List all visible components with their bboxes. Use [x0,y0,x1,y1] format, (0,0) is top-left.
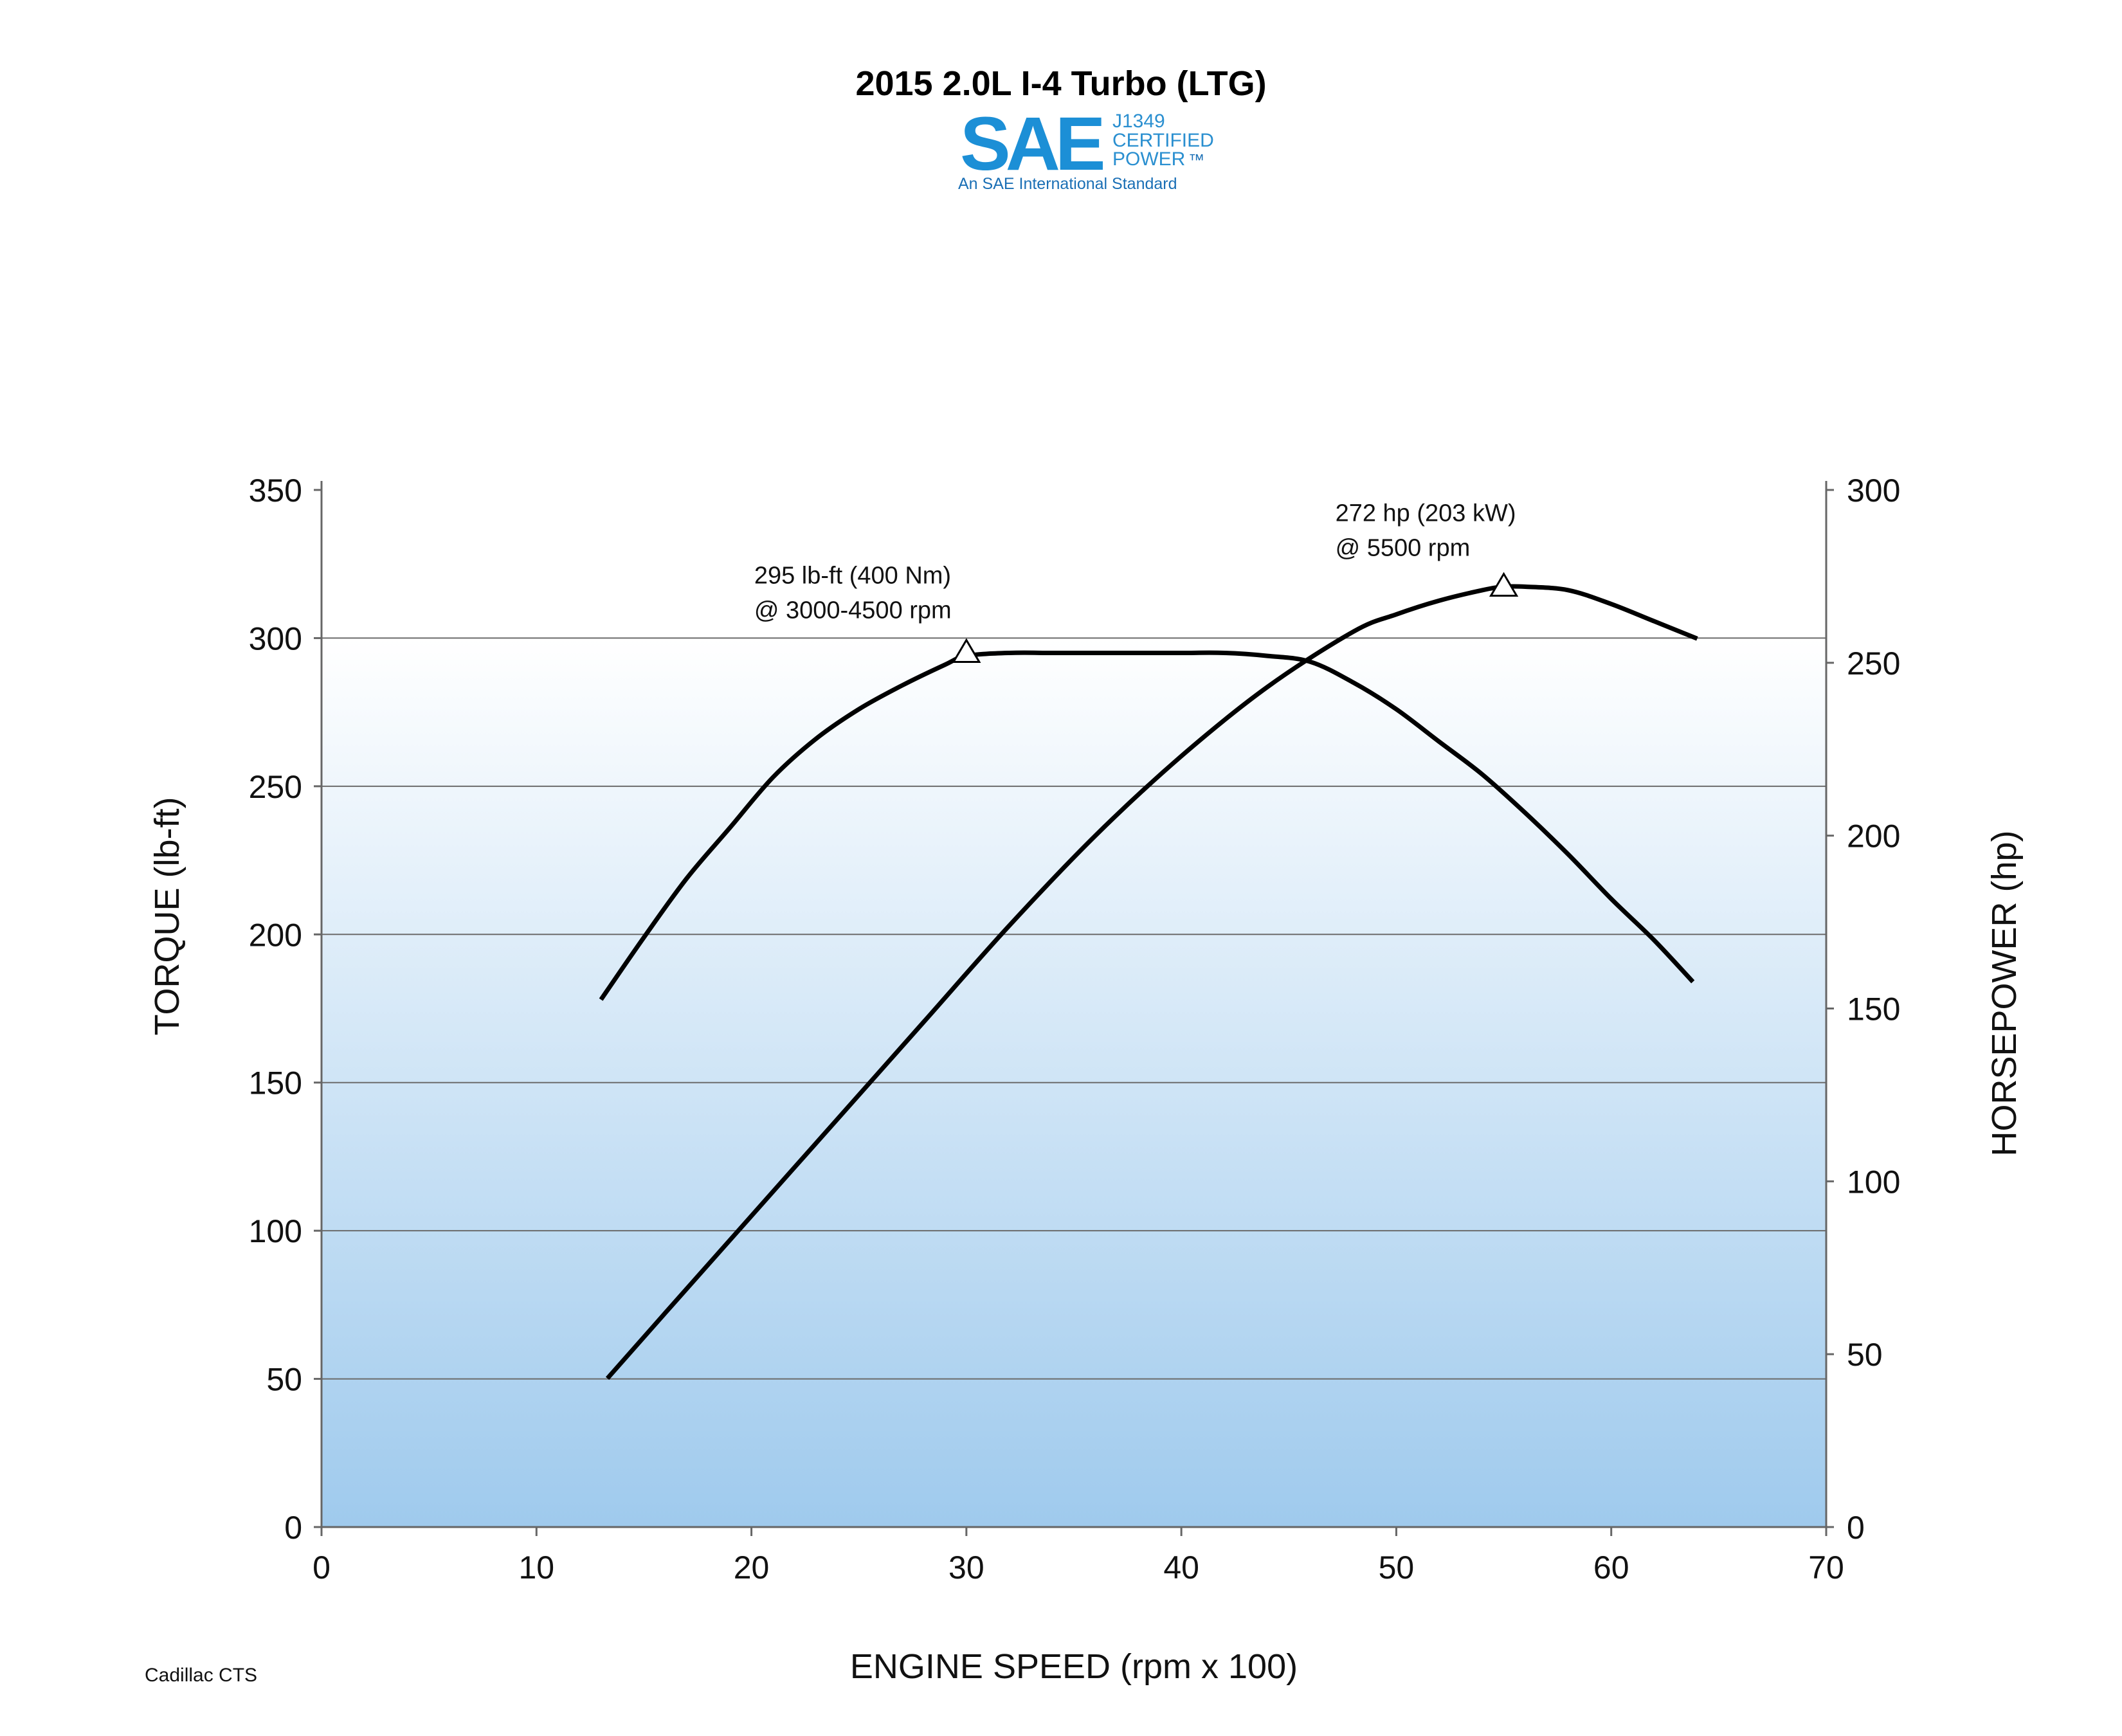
grid [322,637,1826,1380]
annotation-0-line-1: @ 3000-4500 rpm [754,597,952,624]
sae-logo-tm: ™ [1188,151,1204,169]
y-left-tick-label-350: 350 [249,473,302,509]
x-tick-label-70: 70 [1808,1550,1844,1586]
y-left-tick-label-150: 150 [249,1065,302,1101]
y-axis-left-title: TORQUE (lb-ft) [148,797,186,1035]
y-left-tick-label-0: 0 [284,1510,302,1546]
sae-logo-line-3: POWER [1112,149,1185,170]
y-right-tick-label-250: 250 [1847,646,1900,682]
y-right-tick-label-200: 200 [1847,818,1900,854]
series [599,584,1698,1380]
y-left-tick-label-300: 300 [249,620,302,656]
x-tick-label-10: 10 [518,1550,554,1586]
y-right-tick-label-100: 100 [1847,1164,1900,1200]
x-tick-label-30: 30 [948,1550,984,1586]
torque-curve [599,650,1695,1001]
annotation-marker-1 [1489,572,1519,597]
y-left-tick-label-100: 100 [249,1213,302,1249]
x-tick-label-60: 60 [1593,1550,1629,1586]
annotation-1-line-0: 272 hp (203 kW) [1336,500,1516,527]
y-right-tick-label-300: 300 [1847,473,1900,509]
sae-logo-tagline: An SAE International Standard [958,175,1177,193]
tick-labels: 0 50 100 150 200 250 300 350 0 50 100 150 200 250 300 0… [249,473,1901,1586]
axes [320,481,1827,1528]
y-right-tick-label-0: 0 [1847,1510,1865,1546]
horsepower-curve [605,584,1698,1380]
annotation-1-line-1: @ 5500 rpm [1336,535,1471,562]
annotation-0-line-0: 295 lb-ft (400 Nm) [754,562,951,589]
y-axis-right-title: HORSEPOWER (hp) [1985,830,2024,1156]
annotation-marker-0 [952,638,981,663]
sae-logo-mark: SAE [960,102,1103,186]
x-tick-label-50: 50 [1379,1550,1415,1586]
sae-logo-line-1: J1349 [1112,111,1165,132]
annotations: 295 lb-ft (400 Nm) @ 3000-4500 rpm 272 hp … [754,500,1519,663]
x-axis-title: ENGINE SPEED (rpm x 100) [850,1647,1298,1686]
sae-logo: SAE J1349 CERTIFIED POWER ™ An SAE Inter… [958,102,1214,193]
footnote: Cadillac CTS [145,1665,257,1686]
sae-logo-line-2: CERTIFIED [1112,130,1214,151]
y-left-tick-label-50: 50 [266,1362,302,1398]
x-tick-label-40: 40 [1163,1550,1199,1586]
x-tick-label-20: 20 [734,1550,770,1586]
y-left-tick-label-250: 250 [249,769,302,805]
x-tick-label-0: 0 [313,1550,331,1586]
y-right-tick-label-50: 50 [1847,1337,1883,1373]
chart-title: 2015 2.0L I-4 Turbo (LTG) [855,64,1266,103]
y-left-tick-label-200: 200 [249,917,302,953]
y-right-tick-label-150: 150 [1847,991,1900,1027]
